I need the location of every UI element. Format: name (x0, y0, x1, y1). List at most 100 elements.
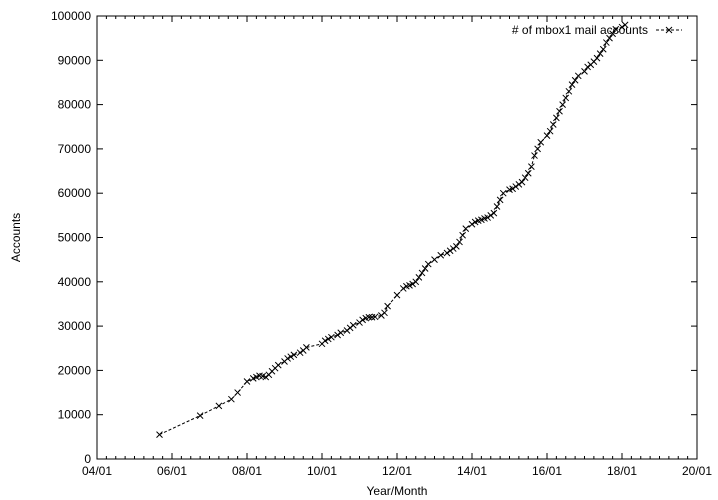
y-tick-label: 10000 (58, 408, 92, 422)
series-group (156, 21, 629, 438)
x-tick-label: 20/01 (682, 464, 712, 478)
data-point-marker (531, 152, 538, 159)
x-tick-label: 06/01 (157, 464, 187, 478)
data-point-marker (349, 321, 357, 329)
data-point-marker (524, 169, 532, 177)
legend-marker (665, 26, 673, 34)
data-point-marker (565, 87, 573, 95)
data-point-marker (462, 225, 470, 232)
y-tick-label: 30000 (58, 319, 92, 333)
data-point-marker (456, 238, 463, 246)
x-tick-label: 08/01 (232, 464, 262, 478)
data-point-marker (437, 251, 445, 259)
data-point-marker (415, 274, 423, 281)
data-point-marker (559, 101, 566, 108)
data-point-marker (468, 220, 476, 228)
data-point-marker (518, 178, 526, 186)
data-point-marker (596, 50, 604, 58)
x-tick-label: 04/01 (82, 464, 112, 478)
data-point-marker (421, 265, 429, 272)
legend: # of mbox1 mail accounts (512, 23, 682, 37)
data-point-marker (512, 183, 520, 190)
data-point-marker (609, 30, 616, 38)
x-axis: 04/01 06/01 08/01 10/01 12/01 14/01 16/01 18/01… (82, 16, 712, 478)
data-point-marker (446, 247, 454, 255)
data-point-marker (334, 331, 341, 339)
data-point-marker (359, 316, 366, 324)
y-tick-label: 0 (84, 452, 91, 466)
data-point-marker (553, 114, 560, 122)
data-point-marker (493, 203, 501, 210)
y-tick-label: 20000 (58, 363, 92, 377)
data-point-marker (543, 132, 551, 139)
data-point-marker (484, 214, 491, 221)
data-point-marker (290, 351, 298, 359)
data-point-marker (371, 313, 379, 321)
data-point-marker (365, 313, 373, 321)
data-point-marker (621, 21, 629, 29)
data-point-marker (534, 145, 541, 153)
data-point-marker (431, 256, 438, 264)
data-point-marker (584, 63, 591, 71)
data-point-marker (571, 76, 579, 84)
data-point-marker (196, 412, 204, 419)
data-point-marker (215, 402, 223, 410)
data-point-marker (381, 309, 388, 317)
data-point-marker (599, 45, 607, 53)
data-point-marker (562, 94, 570, 102)
data-point-marker (509, 185, 516, 193)
data-point-marker (549, 121, 557, 128)
y-tick-label: 90000 (58, 53, 92, 67)
data-point-marker (409, 280, 416, 288)
data-point-marker (556, 107, 563, 115)
data-point-marker (487, 211, 495, 219)
data-point-marker (581, 68, 588, 75)
data-point-marker (243, 378, 251, 385)
y-tick-label: 100000 (51, 9, 91, 23)
data-point-marker (287, 353, 295, 361)
data-point-marker (424, 260, 432, 268)
data-point-marker (496, 196, 504, 204)
data-point-marker (296, 349, 304, 357)
x-tick-label: 16/01 (532, 464, 562, 478)
data-point-marker (449, 245, 457, 252)
x-tick-label: 14/01 (457, 464, 487, 478)
legend-label: # of mbox1 mail accounts (512, 23, 648, 37)
x-tick-label: 18/01 (607, 464, 637, 478)
data-point-marker (546, 127, 554, 135)
data-point-marker (515, 180, 523, 188)
data-point-marker (612, 25, 620, 33)
data-point-marker (521, 174, 529, 182)
y-tick-label: 40000 (58, 275, 92, 289)
x-tick-label: 12/01 (382, 464, 412, 478)
data-point-marker (156, 431, 163, 438)
data-point-marker (324, 335, 332, 343)
data-point-marker (603, 39, 610, 46)
series-line (159, 24, 626, 436)
y-tick-label: 70000 (58, 142, 92, 156)
y-tick-label: 80000 (58, 98, 92, 112)
data-point-marker (393, 291, 401, 299)
data-point-marker (618, 23, 626, 31)
data-point-marker (274, 361, 282, 369)
data-point-marker (574, 72, 582, 80)
data-point-marker (606, 34, 613, 42)
data-point-marker (443, 249, 451, 257)
data-point-marker (537, 138, 545, 146)
data-point-marker (418, 269, 426, 277)
data-point-marker (568, 81, 576, 89)
data-point-marker (593, 54, 601, 62)
data-point-marker (459, 231, 466, 239)
data-point-marker (453, 243, 460, 250)
data-point-marker (384, 302, 391, 310)
data-point-marker (412, 278, 420, 286)
data-point-marker (490, 209, 498, 217)
plot-area-frame (96, 15, 698, 460)
data-point-marker (528, 163, 535, 170)
data-point-marker (321, 337, 329, 345)
y-tick-label: 50000 (58, 231, 92, 245)
y-tick-label: 60000 (58, 186, 92, 200)
data-point-marker (328, 333, 335, 341)
data-point-marker (499, 189, 507, 197)
